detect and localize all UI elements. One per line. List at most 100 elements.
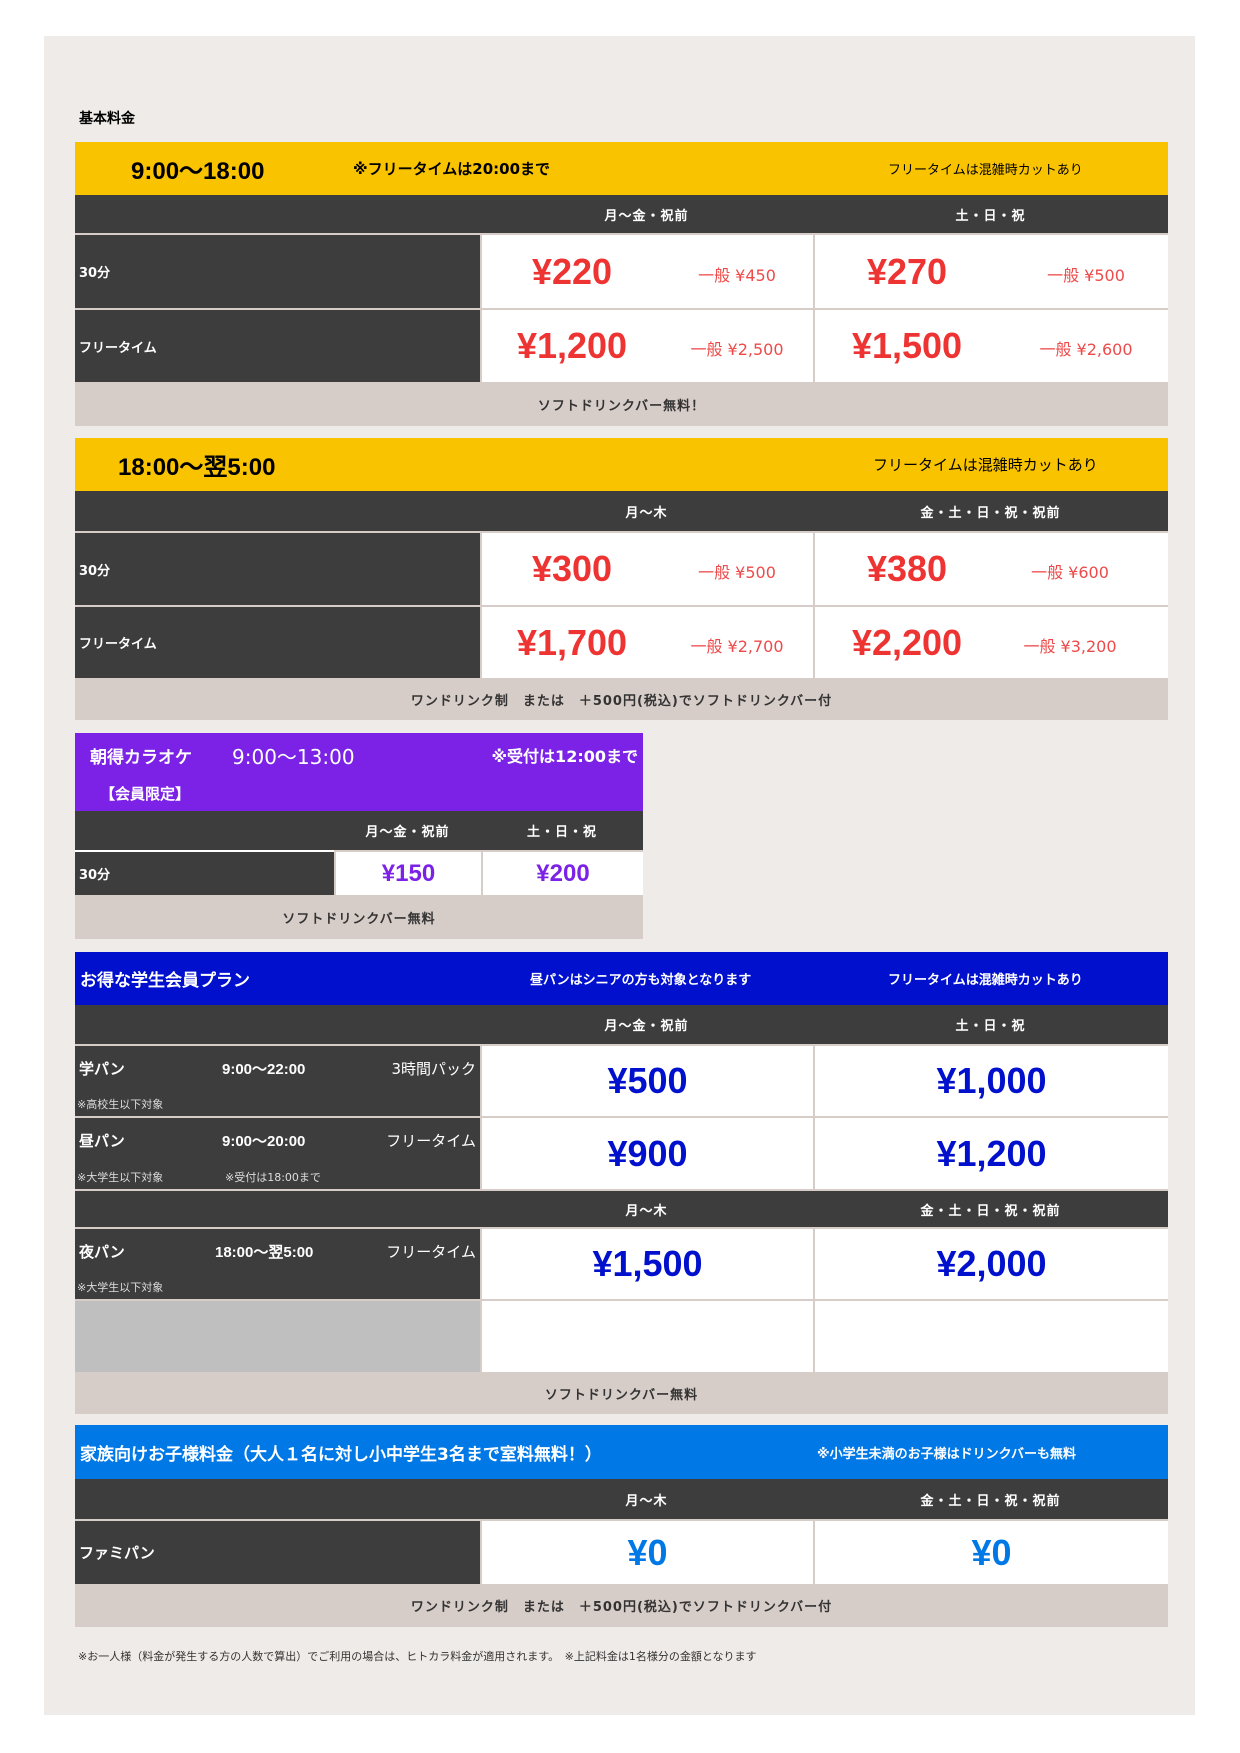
right-note: フリータイムは混雑時カットあり: [888, 163, 1083, 178]
empty-label-cell: [75, 1299, 480, 1372]
column-header: 土・日・祝: [955, 1019, 1026, 1034]
time-range: 9:00～13:00: [232, 745, 355, 769]
plan-time: 9:00～22:00: [222, 1061, 306, 1078]
time-range: 18:00～翌5:00: [118, 454, 276, 481]
page-title: 基本料金: [79, 111, 135, 127]
general-price: 一般 ¥2,600: [1039, 340, 1133, 359]
plan-title: お得な学生会員プラン: [80, 971, 250, 991]
general-price: 一般 ¥2,700: [690, 636, 784, 656]
price-cell: ¥1,200 一般 ¥2,500: [480, 308, 813, 382]
members-only-label: 【会員限定】: [100, 785, 191, 803]
footnote: ※お一人様（料金が発生する方の人数で算出）でご利用の場合は、ヒトカラ料金が適用さ…: [78, 1650, 757, 1663]
member-price: ¥1,500: [851, 325, 963, 366]
reception-note: ※受付は18:00まで: [225, 1171, 321, 1184]
row-label: 30分: [75, 850, 334, 895]
free-time-note: ※フリータイムは20:00まで: [353, 160, 551, 178]
table-footer: ソフトドリンクバー無料: [75, 1372, 1168, 1414]
column-header: 金・土・日・祝・祝前: [920, 505, 1061, 521]
plan-target: ※大学生以下対象: [77, 1171, 164, 1184]
member-price: ¥1,200: [516, 325, 628, 366]
daytime-price-table: 9:00～18:00 ※フリータイムは20:00まで フリータイムは混雑時カット…: [75, 142, 1168, 426]
price-cell: ¥1,700 一般 ¥2,700: [480, 605, 813, 678]
price-cell: ¥270 一般 ¥500: [813, 233, 1168, 308]
plan-row-label: 学パン 9:00～22:00 3時間パック ※高校生以下対象: [75, 1044, 480, 1116]
price-weekend: ¥1,200: [813, 1116, 1168, 1189]
plan-row-label: 昼パン 9:00～20:00 フリータイム ※大学生以下対象 ※受付は18:00…: [75, 1116, 480, 1189]
row-label: ファミパン: [75, 1519, 480, 1584]
plan-target: ※大学生以下対象: [77, 1281, 164, 1294]
table-header: 朝得カラオケ 9:00～13:00 ※受付は12:00まで 【会員限定】: [75, 733, 643, 811]
right-note: フリータイムは混雑時カットあり: [873, 456, 1098, 474]
plan-type: フリータイム: [386, 1132, 476, 1150]
plan-title: 家族向けお子様料金（大人１名に対し小中学生3名まで室料無料！）: [80, 1444, 602, 1465]
price-weekday: ¥150: [334, 850, 481, 895]
price-cell: ¥2,200 一般 ¥3,200: [813, 605, 1168, 678]
table-header: お得な学生会員プラン 昼パンはシニアの方も対象となります フリータイムは混雑時カ…: [75, 952, 1168, 1005]
table-footer: ワンドリンク制 または ＋500円(税込)でソフトドリンクバー付: [75, 1584, 1168, 1627]
general-price: 一般 ¥500: [1047, 265, 1125, 285]
general-price: 一般 ¥450: [698, 265, 776, 285]
column-header-row: 月～金・祝前 土・日・祝: [75, 195, 1168, 233]
row-label: フリータイム: [75, 605, 480, 678]
plan-type: フリータイム: [386, 1243, 476, 1261]
empty-cell: [480, 1299, 813, 1372]
row-label: 30分: [75, 233, 480, 308]
table-footer: ソフトドリンクバー無料: [75, 895, 643, 939]
column-header: 月～金・祝前: [604, 208, 689, 224]
member-price: ¥220: [531, 250, 613, 292]
column-header: 金・土・日・祝・祝前: [920, 1493, 1061, 1509]
reception-note: ※受付は12:00まで: [491, 747, 639, 766]
price-weekday: ¥0: [480, 1519, 813, 1584]
price-weekday: ¥500: [480, 1044, 813, 1116]
column-header: 月～木: [625, 1493, 668, 1509]
member-price: ¥2,200: [851, 621, 963, 663]
column-header: 土・日・祝: [526, 825, 597, 840]
time-range: 9:00～18:00: [131, 158, 265, 185]
column-header-row: 月～木 金・土・日・祝・祝前: [75, 491, 1168, 531]
price-cell: ¥300 一般 ¥500: [480, 531, 813, 605]
column-header: 月～木: [625, 505, 668, 521]
column-header: 月～金・祝前: [604, 1019, 689, 1034]
column-header-row: 月～木 金・土・日・祝・祝前: [75, 1479, 1168, 1519]
column-header-row: 月～金・祝前 土・日・祝: [75, 811, 643, 850]
column-header-row: 月～木 金・土・日・祝・祝前: [75, 1189, 1168, 1227]
senior-note: 昼パンはシニアの方も対象となります: [530, 973, 752, 988]
right-note: ※小学生未満のお子様はドリンクバーも無料: [817, 1446, 1076, 1462]
price-weekend: ¥0: [813, 1519, 1168, 1584]
member-price: ¥300: [531, 548, 613, 589]
column-header: 月～木: [625, 1203, 668, 1219]
price-weekday: ¥900: [480, 1116, 813, 1189]
row-label: フリータイム: [75, 308, 480, 382]
plan-type: 3時間パック: [391, 1060, 476, 1078]
plan-time: 9:00～20:00: [222, 1133, 306, 1150]
plan-name: 学パン: [79, 1060, 125, 1078]
plan-time: 18:00～翌5:00: [215, 1244, 314, 1261]
night-price-table: 18:00～翌5:00 フリータイムは混雑時カットあり 月～木 金・土・日・祝・…: [75, 438, 1168, 720]
column-header: 土・日・祝: [955, 208, 1026, 224]
price-weekend: ¥1,000: [813, 1044, 1168, 1116]
student-plan-table: お得な学生会員プラン 昼パンはシニアの方も対象となります フリータイムは混雑時カ…: [75, 952, 1168, 1414]
price-weekend: ¥2,000: [813, 1227, 1168, 1299]
plan-name: 夜パン: [79, 1243, 125, 1261]
column-header: 金・土・日・祝・祝前: [920, 1203, 1061, 1219]
price-cell: ¥220 一般 ¥450: [480, 233, 813, 308]
member-price: ¥1,700: [516, 621, 628, 663]
general-price: 一般 ¥2,500: [690, 340, 784, 359]
family-price-table: 家族向けお子様料金（大人１名に対し小中学生3名まで室料無料！） ※小学生未満のお…: [75, 1425, 1168, 1627]
table-header: 家族向けお子様料金（大人１名に対し小中学生3名まで室料無料！） ※小学生未満のお…: [75, 1425, 1168, 1479]
table-header: 9:00～18:00 ※フリータイムは20:00まで フリータイムは混雑時カット…: [75, 142, 1168, 195]
general-price: 一般 ¥500: [698, 563, 776, 582]
price-cell: ¥1,500 一般 ¥2,600: [813, 308, 1168, 382]
right-note: フリータイムは混雑時カットあり: [888, 973, 1083, 988]
row-label: 30分: [75, 531, 480, 605]
column-header-row: 月～金・祝前 土・日・祝: [75, 1005, 1168, 1044]
empty-cell: [813, 1299, 1168, 1372]
table-footer: ワンドリンク制 または ＋500円(税込)でソフトドリンクバー付: [75, 678, 1168, 720]
table-header: 18:00～翌5:00 フリータイムは混雑時カットあり: [75, 438, 1168, 491]
column-header: 月～金・祝前: [365, 825, 450, 840]
morning-price-table: 朝得カラオケ 9:00～13:00 ※受付は12:00まで 【会員限定】 月～金…: [75, 733, 643, 939]
price-cell: ¥380 一般 ¥600: [813, 531, 1168, 605]
plan-row-label: 夜パン 18:00～翌5:00 フリータイム ※大学生以下対象: [75, 1227, 480, 1299]
plan-title: 朝得カラオケ: [90, 748, 192, 768]
table-footer: ソフトドリンクバー無料！: [75, 382, 1168, 426]
